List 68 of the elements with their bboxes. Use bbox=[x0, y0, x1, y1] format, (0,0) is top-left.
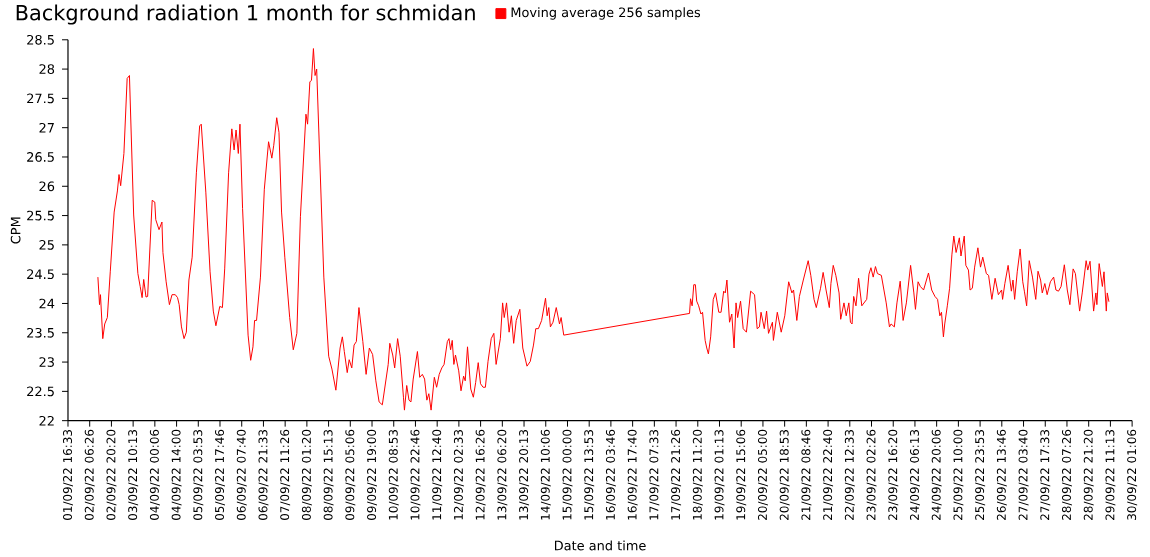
x-tick-label: 13/09/22 06:20 bbox=[497, 429, 508, 520]
x-tick-label: 02/09/22 20:20 bbox=[106, 429, 117, 521]
x-tick-label: 23/09/22 16:20 bbox=[888, 429, 899, 520]
x-tick-label: 06/09/22 21:33 bbox=[258, 430, 269, 521]
x-tick-label: 07/09/22 11:26 bbox=[280, 429, 291, 521]
x-tick-label: 16/09/22 03:46 bbox=[605, 429, 616, 520]
x-tick-label: 24/09/22 06:13 bbox=[909, 430, 920, 520]
x-tick-label: 17/09/22 21:26 bbox=[671, 429, 682, 520]
x-tick-label: 05/09/22 17:46 bbox=[215, 429, 225, 521]
chart-title: Background radiation 1 month for schmidan bbox=[16, 4, 475, 25]
y-tick-label: 27 bbox=[39, 122, 54, 133]
y-tick-label: 28 bbox=[39, 64, 55, 75]
x-tick-label: 28/09/22 21:20 bbox=[1083, 429, 1094, 520]
x-tick-label: 19/09/22 01:13 bbox=[714, 430, 725, 520]
y-tick-label: 28.5 bbox=[27, 34, 54, 45]
x-tick-label: 08/09/22 15:13 bbox=[323, 430, 334, 521]
x-tick-label: 22/09/22 12:33 bbox=[844, 430, 855, 520]
y-axis-title: CPM bbox=[10, 217, 21, 244]
x-tick-label: 29/09/22 11:13 bbox=[1105, 430, 1116, 520]
x-tick-label: 17/09/22 07:33 bbox=[649, 430, 660, 520]
x-tick-label: 15/09/22 00:00 bbox=[562, 429, 573, 520]
y-tick-label: 25 bbox=[39, 240, 54, 250]
y-tick-label: 24.5 bbox=[27, 269, 54, 280]
x-tick-label: 04/09/22 14:00 bbox=[171, 429, 182, 521]
x-tick-label: 24/09/22 20:06 bbox=[931, 429, 942, 520]
x-tick-label: 10/09/22 22:46 bbox=[410, 429, 421, 520]
x-tick-label: 23/09/22 02:26 bbox=[866, 429, 877, 520]
y-tick-label: 22.5 bbox=[27, 386, 54, 397]
y-tick-label: 23 bbox=[39, 357, 54, 368]
x-axis-title: Date and time bbox=[555, 540, 646, 551]
x-tick-label: 21/09/22 22:40 bbox=[823, 429, 834, 520]
x-tick-label: 03/09/22 10:13 bbox=[128, 430, 139, 521]
y-tick-label: 26.5 bbox=[27, 152, 54, 162]
x-tick-label: 13/09/22 20:13 bbox=[519, 430, 530, 520]
x-tick-label: 04/09/22 00:06 bbox=[149, 429, 160, 521]
x-tick-label: 21/09/22 08:46 bbox=[801, 429, 812, 520]
x-tick-label: 28/09/22 07:26 bbox=[1061, 429, 1072, 520]
x-tick-label: 06/09/22 07:40 bbox=[236, 429, 247, 521]
x-tick-label: 27/09/22 17:33 bbox=[1040, 430, 1051, 520]
x-tick-label: 01/09/22 16:33 bbox=[63, 430, 73, 521]
x-tick-label: 14/09/22 10:06 bbox=[540, 429, 551, 520]
x-tick-label: 12/09/22 02:33 bbox=[453, 430, 464, 520]
x-tick-label: 09/09/22 19:00 bbox=[367, 429, 378, 521]
y-tick-label: 25.5 bbox=[27, 210, 54, 221]
x-tick-label: 02/09/22 06:26 bbox=[84, 429, 95, 521]
x-tick-label: 19/09/22 15:06 bbox=[736, 429, 747, 520]
x-tick-label: 20/09/22 05:00 bbox=[757, 429, 768, 520]
y-tick-label: 27.5 bbox=[27, 93, 54, 104]
x-tick-label: 05/09/22 03:53 bbox=[193, 430, 204, 521]
x-tick-label: 09/09/22 05:06 bbox=[345, 429, 356, 521]
x-tick-label: 12/09/22 16:26 bbox=[475, 429, 486, 520]
y-tick-label: 26 bbox=[39, 181, 55, 192]
y-tick-label: 23.5 bbox=[27, 327, 54, 338]
x-tick-label: 11/09/22 12:40 bbox=[432, 429, 443, 520]
x-tick-label: 08/09/22 01:20 bbox=[301, 429, 312, 521]
y-tick-label: 24 bbox=[39, 298, 55, 309]
x-tick-label: 27/09/22 03:40 bbox=[1018, 429, 1029, 520]
x-tick-label: 25/09/22 10:00 bbox=[953, 429, 964, 520]
y-tick-label: 22 bbox=[39, 415, 54, 426]
x-tick-label: 10/09/22 08:53 bbox=[388, 430, 399, 520]
x-tick-label: 30/09/22 01:06 bbox=[1127, 429, 1138, 520]
legend-label: Moving average 256 samples bbox=[511, 7, 701, 20]
x-tick-label: 18/09/22 11:20 bbox=[692, 429, 703, 520]
x-tick-label: 15/09/22 13:53 bbox=[584, 430, 595, 520]
x-tick-label: 25/09/22 23:53 bbox=[975, 430, 986, 520]
x-tick-label: 16/09/22 17:40 bbox=[627, 429, 638, 520]
x-tick-label: 26/09/22 13:46 bbox=[996, 429, 1007, 520]
x-tick-label: 20/09/22 18:53 bbox=[779, 430, 790, 520]
